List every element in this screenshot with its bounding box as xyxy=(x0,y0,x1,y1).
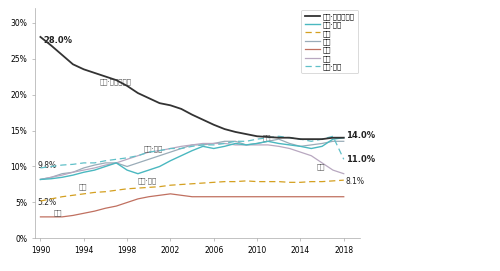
Text: 식품·비주류음료: 식품·비주류음료 xyxy=(100,79,132,85)
Text: 교육: 교육 xyxy=(316,163,325,170)
Text: 14.0%: 14.0% xyxy=(346,131,375,140)
Text: 28.0%: 28.0% xyxy=(44,36,72,45)
Text: 5.2%: 5.2% xyxy=(37,198,56,207)
Text: 음식·숙박: 음식·숙박 xyxy=(144,145,163,151)
Text: 의류·신발: 의류·신발 xyxy=(138,177,157,184)
Text: 8.1%: 8.1% xyxy=(346,177,365,186)
Text: 교통: 교통 xyxy=(262,134,271,141)
Text: 보건: 보건 xyxy=(78,184,87,191)
Text: 11.0%: 11.0% xyxy=(346,155,375,164)
Legend: 식품·비주류음료, 의류·신발, 보건, 교통, 통신, 교육, 음식·숙박: 식품·비주류음료, 의류·신발, 보건, 교통, 통신, 교육, 음식·숙박 xyxy=(302,10,358,73)
Text: 9.8%: 9.8% xyxy=(37,160,56,170)
Text: 통신: 통신 xyxy=(54,210,62,216)
